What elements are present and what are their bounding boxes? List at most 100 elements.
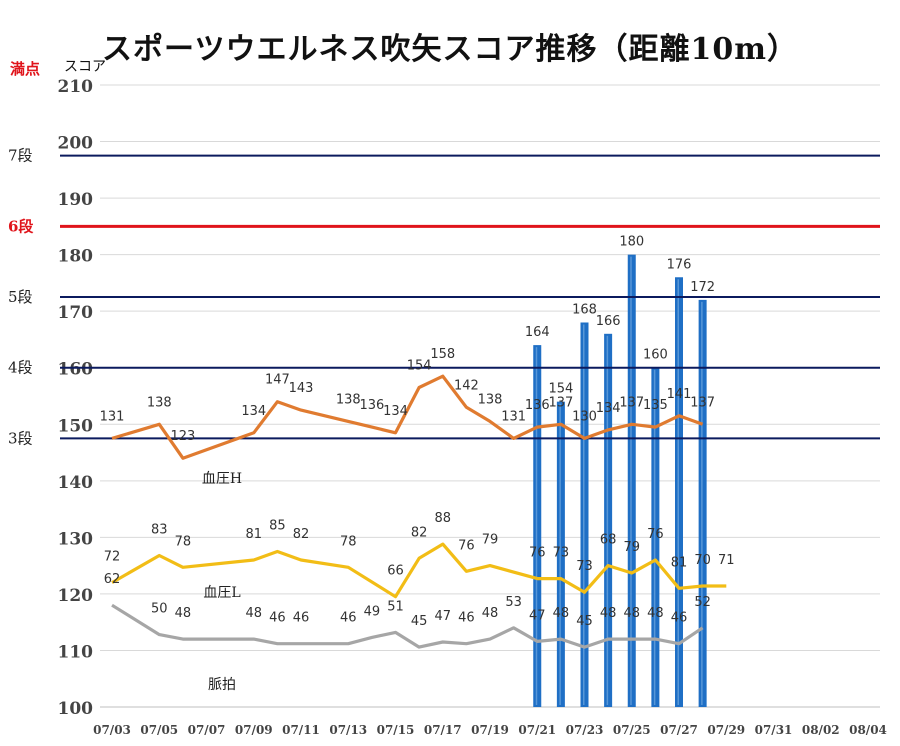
bar-value-label: 154: [548, 382, 573, 397]
data-label: 45: [576, 614, 593, 629]
data-label: 72: [104, 550, 121, 565]
y-tick-label: 100: [58, 699, 94, 719]
data-label: 158: [430, 347, 455, 362]
data-label: 79: [482, 533, 499, 548]
data-label: 66: [387, 564, 404, 579]
data-label: 136: [359, 398, 384, 413]
y-tick-label: 190: [58, 190, 94, 210]
data-label: 82: [293, 527, 310, 542]
bar-value-label: 180: [619, 235, 644, 250]
data-label: 47: [529, 608, 546, 623]
data-label: 73: [553, 546, 570, 561]
data-label: 81: [245, 527, 262, 542]
data-label: 47: [434, 609, 451, 624]
dan-level-label: 3段: [8, 429, 33, 447]
x-tick-label: 07/09: [235, 723, 273, 737]
y-tick-label: 180: [58, 247, 94, 267]
data-label: 142: [454, 378, 479, 393]
data-label: 123: [170, 429, 195, 444]
bar-value-label: 164: [525, 325, 550, 340]
series-line: [111, 542, 727, 599]
data-label: 48: [553, 606, 570, 621]
y-tick-label: 210: [58, 77, 94, 97]
data-label: 154: [407, 359, 432, 374]
data-label: 135: [643, 398, 668, 413]
data-label: 134: [383, 404, 408, 419]
data-label: 51: [387, 599, 404, 614]
x-tick-label: 07/23: [566, 723, 604, 737]
score-bar-highlight: [583, 324, 585, 705]
data-label: 138: [147, 395, 172, 410]
series-name-label: 脈拍: [208, 677, 236, 693]
data-label: 73: [576, 559, 593, 574]
data-label: 136: [525, 398, 550, 413]
x-tick-label: 07/17: [424, 723, 462, 737]
series-line: [111, 374, 704, 460]
score-bar-highlight: [677, 279, 679, 705]
data-label: 138: [478, 392, 503, 407]
data-label: 48: [245, 606, 262, 621]
x-tick-label: 07/19: [471, 723, 509, 737]
data-label: 70: [694, 553, 711, 568]
series-name-label: 血圧L: [203, 585, 240, 601]
x-tick-label: 07/03: [93, 723, 131, 737]
score-bar-highlight: [606, 335, 609, 705]
data-label: 85: [269, 519, 286, 534]
y-tick-label: 140: [58, 473, 94, 493]
y-tick-label: 150: [58, 416, 94, 436]
data-label: 88: [434, 511, 451, 526]
series-line: [111, 603, 704, 649]
x-tick-label: 08/04: [849, 723, 887, 737]
x-tick-label: 07/11: [282, 723, 320, 737]
data-label: 71: [718, 553, 735, 568]
data-label: 46: [671, 611, 688, 626]
dan-level-label: 5段: [8, 288, 33, 306]
data-label: 48: [647, 606, 664, 621]
data-label: 46: [458, 611, 475, 626]
x-tick-label: 07/15: [377, 723, 415, 737]
data-label: 141: [667, 387, 692, 402]
data-label: 46: [293, 611, 310, 626]
x-tick-label: 07/07: [188, 723, 226, 737]
x-tick-label: 07/21: [518, 723, 556, 737]
score-bar-highlight: [535, 347, 538, 705]
data-label: 48: [600, 606, 617, 621]
data-label: 48: [175, 606, 192, 621]
y-tick-label: 160: [58, 360, 94, 380]
data-label: 134: [596, 401, 621, 416]
bar-value-label: 176: [667, 257, 692, 272]
data-label: 62: [104, 572, 121, 587]
data-label: 131: [501, 409, 526, 424]
y-tick-label: 110: [58, 642, 94, 662]
y-tick-label: 120: [58, 586, 94, 606]
score-bar-highlight: [701, 301, 703, 705]
x-tick-label: 08/02: [802, 723, 840, 737]
max-score-label: 満点: [10, 60, 41, 78]
score-bar-highlight: [630, 256, 632, 705]
score-bar-highlight: [559, 403, 561, 705]
data-label: 82: [411, 525, 428, 540]
data-label: 48: [623, 606, 640, 621]
y-tick-label: 170: [58, 303, 94, 323]
data-label: 131: [100, 409, 125, 424]
data-label: 76: [458, 538, 475, 553]
data-label: 50: [151, 602, 168, 617]
data-label: 76: [647, 527, 664, 542]
data-label: 53: [505, 595, 522, 610]
data-label: 79: [623, 540, 640, 555]
data-label: 52: [694, 595, 711, 610]
chart-title: スポーツウエルネス吹矢スコア推移（距離10m）: [102, 32, 798, 67]
data-label: 48: [482, 606, 499, 621]
x-tick-label: 07/29: [707, 723, 745, 737]
data-label: 78: [340, 534, 357, 549]
data-label: 130: [572, 409, 597, 424]
data-label: 147: [265, 373, 290, 388]
x-tick-label: 07/25: [613, 723, 651, 737]
data-label: 68: [600, 533, 617, 548]
y-tick-label: 200: [58, 134, 94, 154]
bar-value-label: 168: [572, 302, 597, 317]
data-label: 81: [671, 555, 688, 570]
y-tick-label: 130: [58, 529, 94, 549]
data-label: 137: [548, 395, 573, 410]
